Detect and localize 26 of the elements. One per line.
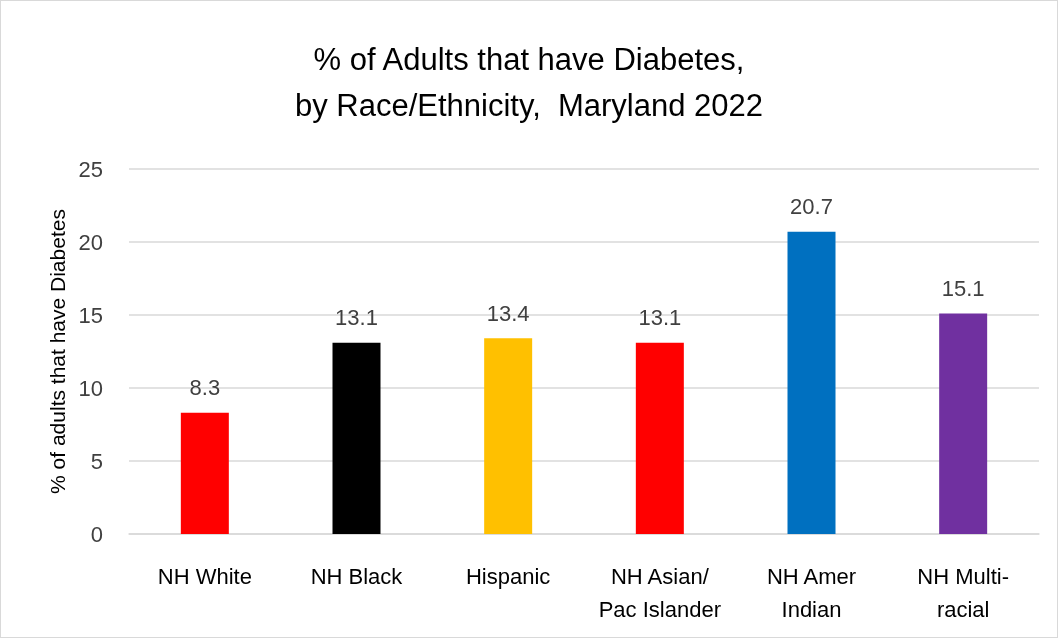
data-label: 8.3 — [189, 375, 221, 401]
y-tick-label: 15 — [78, 302, 103, 328]
bar — [332, 342, 381, 534]
data-label: 13.1 — [335, 305, 378, 331]
x-tick-label: NH Amer Indian — [766, 564, 857, 622]
y-tick-label: 0 — [90, 521, 103, 547]
data-label: 13.4 — [486, 300, 530, 326]
x-tick-label: NH Asian/ Pac Islander — [598, 564, 721, 622]
data-label: 20.7 — [790, 194, 833, 220]
y-tick-label: 20 — [78, 229, 103, 255]
y-tick-label: 5 — [90, 448, 103, 474]
bar — [180, 412, 229, 534]
x-tick-label: NH White — [157, 564, 252, 589]
bar — [484, 338, 533, 534]
chart-title: % of Adults that have Diabetes, by Race/Ethnicity, Maryland 2022 — [294, 41, 764, 123]
data-label: 15.1 — [941, 276, 985, 302]
bar — [787, 231, 836, 534]
y-tick-label: 25 — [78, 156, 103, 182]
x-tick-label: NH Multi- racial — [917, 564, 1009, 622]
y-axis-title: % of adults that have Diabetes — [45, 209, 69, 494]
x-tick-label: Hispanic — [465, 564, 551, 589]
bar — [635, 342, 684, 534]
x-tick-label: NH Black — [310, 564, 404, 589]
y-tick-label: 10 — [78, 375, 103, 401]
data-label: 13.1 — [638, 305, 682, 331]
bar — [939, 313, 988, 534]
